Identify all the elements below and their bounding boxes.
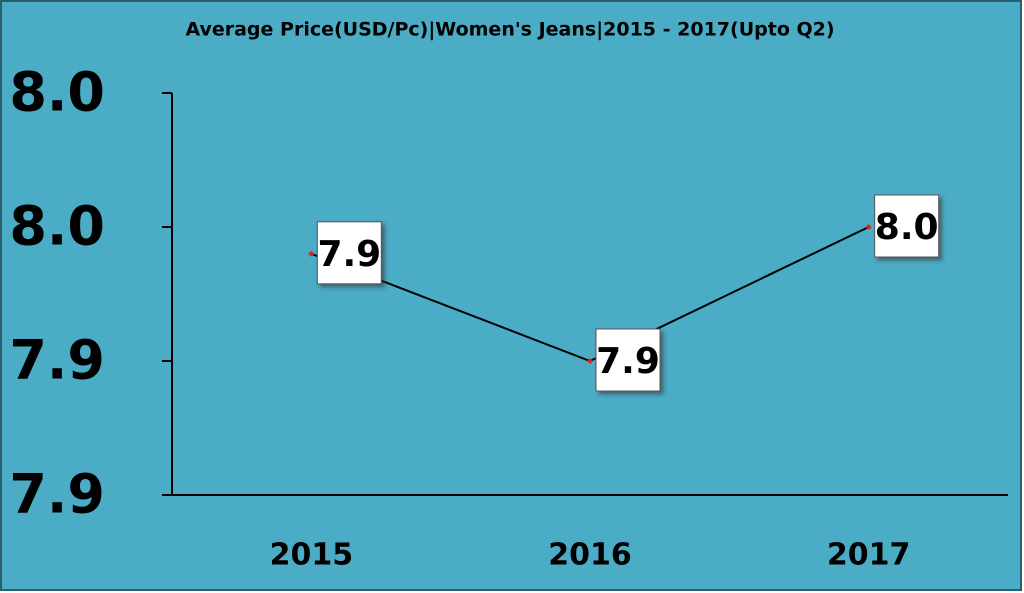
y-tick-label: 7.9: [9, 329, 105, 392]
y-tick-label: 8.0: [9, 61, 105, 124]
data-label: 7.9: [596, 341, 660, 382]
x-tick-label: 2015: [270, 538, 354, 573]
marker: [865, 224, 872, 230]
data-label-box: [316, 221, 382, 285]
marker: [587, 358, 593, 364]
y-tick-label: 7.9: [9, 463, 105, 526]
chart-title: Average Price(USD/Pc)|Women's Jeans|2015…: [185, 19, 834, 41]
data-label-box: [595, 328, 661, 392]
x-tick-label: 2017: [827, 538, 911, 573]
y-tick-label: 8.0: [9, 195, 105, 258]
data-label: 7.9: [317, 234, 381, 275]
marker: [308, 250, 315, 257]
data-label: 8.0: [875, 207, 939, 248]
x-tick-label: 2016: [548, 538, 632, 573]
data-label-box: [874, 194, 940, 258]
